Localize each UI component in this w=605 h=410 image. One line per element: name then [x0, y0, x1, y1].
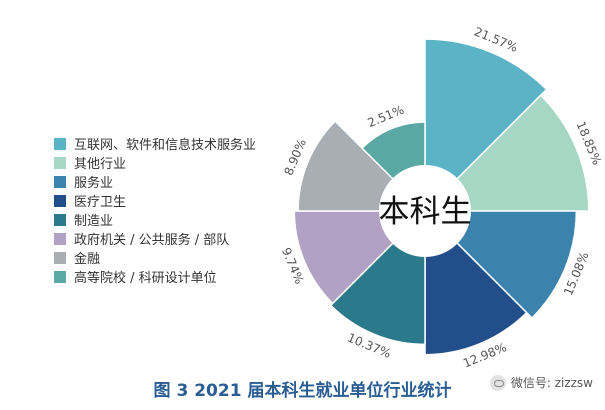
legend-swatch: [54, 213, 66, 226]
legend-label: 互联网、软件和信息技术服务业: [74, 138, 257, 153]
legend-swatch: [54, 232, 66, 245]
legend-item: 制造业: [54, 210, 294, 229]
legend-item: 政府机关 / 公共服务 / 部队: [54, 229, 294, 248]
legend-swatch: [54, 156, 66, 169]
rose-petal: [423, 94, 590, 212]
legend-swatch: [54, 194, 66, 207]
rose-petal: [424, 38, 548, 213]
legend-swatch: [54, 251, 66, 264]
legend-label: 金融: [74, 252, 101, 267]
watermark-text: 微信号: zizzsw: [510, 376, 593, 390]
legend-item: 金融: [54, 248, 294, 267]
center-circle: [379, 165, 471, 257]
legend-label: 制造业: [74, 214, 114, 229]
legend-label: 医疗卫生: [74, 195, 127, 210]
legend-item: 高等院校 / 科研设计单位: [54, 267, 294, 286]
wechat-icon: [489, 374, 506, 391]
watermark: 微信号: zizzsw: [489, 374, 593, 391]
legend-item: 其他行业: [54, 153, 294, 172]
legend-item: 服务业: [54, 172, 294, 191]
legend-item: 医疗卫生: [54, 191, 294, 210]
rose-petal: [423, 210, 578, 320]
legend-swatch: [54, 137, 66, 150]
legend-label: 政府机关 / 公共服务 / 部队: [74, 233, 230, 248]
legend-label: 高等院校 / 科研设计单位: [74, 271, 217, 286]
figure-caption: 图 3 2021 届本科生就业单位行业统计: [153, 381, 452, 401]
legend-item: 互联网、软件和信息技术服务业: [54, 134, 294, 153]
legend-swatch: [54, 175, 66, 188]
legend-label: 服务业: [74, 176, 114, 191]
center-label: 本科生: [379, 194, 472, 230]
legend-label: 其他行业: [74, 157, 127, 172]
legend-swatch: [54, 270, 66, 283]
rose-chart: 21.57%18.85%15.08%12.98%10.37%9.74%8.90%…: [279, 24, 604, 370]
legend: 互联网、软件和信息技术服务业 其他行业服务业医疗卫生制造业政府机关 / 公共服务 …: [54, 134, 294, 286]
